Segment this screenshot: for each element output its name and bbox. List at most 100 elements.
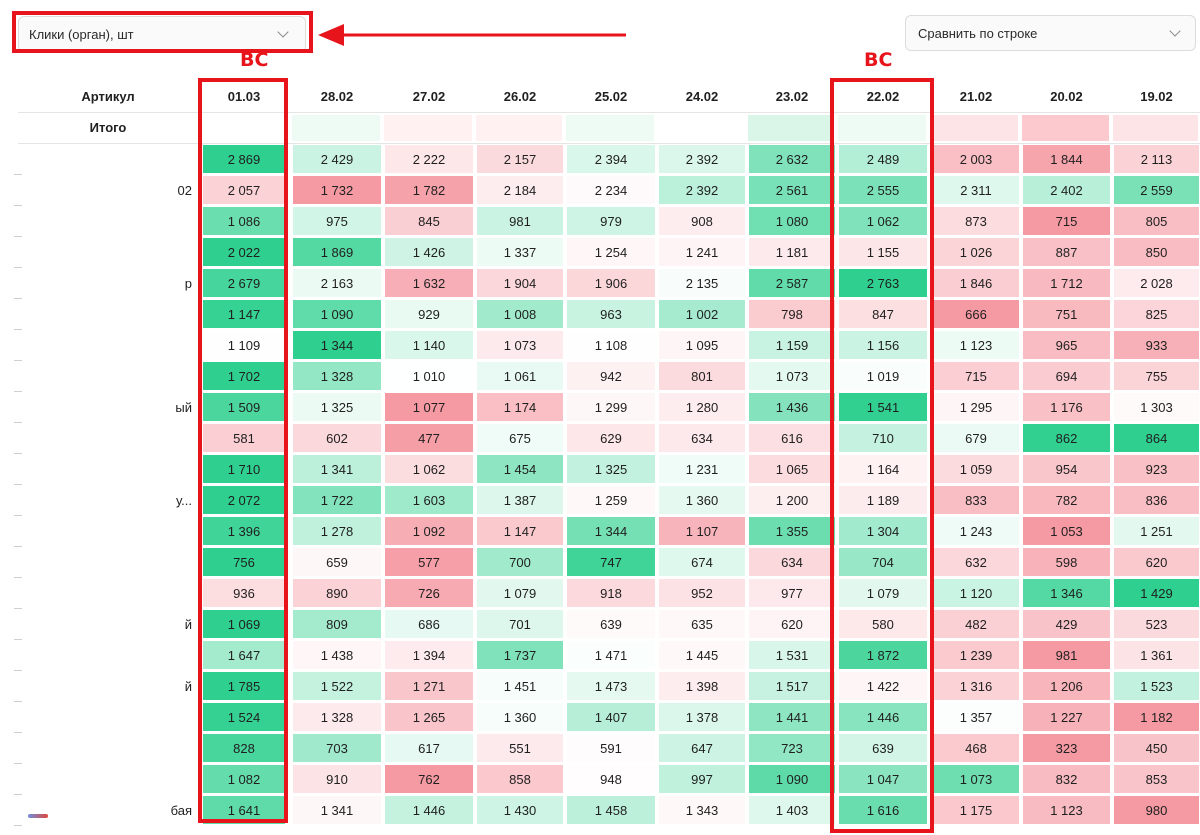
table-cell[interactable]: 1 155 <box>838 237 928 267</box>
table-cell[interactable]: 1 073 <box>476 330 564 360</box>
table-cell[interactable]: 1 517 <box>748 671 836 701</box>
table-cell[interactable]: 703 <box>292 733 382 763</box>
table-cell[interactable]: 523 <box>1113 609 1200 639</box>
table-cell[interactable]: 602 <box>292 423 382 453</box>
table-cell[interactable]: 429 <box>1022 609 1111 639</box>
table-cell[interactable]: 762 <box>384 764 474 794</box>
table-cell[interactable]: 1 156 <box>838 330 928 360</box>
table-cell[interactable]: 1 159 <box>748 330 836 360</box>
row-article-label[interactable]: ый <box>175 400 192 415</box>
table-cell[interactable]: 954 <box>1022 454 1111 484</box>
table-cell[interactable]: 2 429 <box>292 144 382 174</box>
table-cell[interactable]: 1 378 <box>658 702 746 732</box>
table-cell[interactable]: 1 080 <box>748 206 836 236</box>
table-cell[interactable]: 1 451 <box>476 671 564 701</box>
table-cell[interactable]: 1 077 <box>384 392 474 422</box>
table-cell[interactable]: 1 243 <box>932 516 1020 546</box>
table-cell[interactable]: 1 295 <box>932 392 1020 422</box>
row-article-label[interactable] <box>0 640 196 671</box>
row-article-label[interactable] <box>0 237 196 268</box>
date-column-header[interactable]: 28.02 <box>320 89 354 104</box>
table-cell[interactable]: 997 <box>658 764 746 794</box>
row-article-label[interactable] <box>0 423 196 454</box>
table-cell[interactable]: 1 722 <box>292 485 382 515</box>
table-cell[interactable]: 2 028 <box>1113 268 1200 298</box>
table-cell[interactable]: 635 <box>658 609 746 639</box>
table-cell[interactable]: 1 254 <box>566 237 656 267</box>
row-article-label[interactable] <box>0 299 196 330</box>
table-cell[interactable]: 629 <box>566 423 656 453</box>
table-cell[interactable]: 694 <box>1022 361 1111 391</box>
table-cell[interactable]: 1 189 <box>838 485 928 515</box>
date-column-header[interactable]: 24.02 <box>685 89 719 104</box>
table-cell[interactable]: 873 <box>932 206 1020 236</box>
table-cell[interactable]: 620 <box>748 609 836 639</box>
table-cell[interactable]: 1 174 <box>476 392 564 422</box>
date-column-header[interactable]: 23.02 <box>775 89 809 104</box>
table-cell[interactable]: 1 429 <box>1113 578 1200 608</box>
table-cell[interactable]: 639 <box>566 609 656 639</box>
table-cell[interactable]: 2 311 <box>932 175 1020 205</box>
table-cell[interactable]: 1 360 <box>476 702 564 732</box>
table-cell[interactable]: 1 441 <box>748 702 836 732</box>
table-cell[interactable]: 2 072 <box>202 485 286 515</box>
row-article-label[interactable]: р <box>184 276 192 291</box>
table-cell[interactable]: 679 <box>932 423 1020 453</box>
table-cell[interactable]: 952 <box>658 578 746 608</box>
table-cell[interactable]: 1 123 <box>932 330 1020 360</box>
table-cell[interactable]: 581 <box>202 423 286 453</box>
table-cell[interactable]: 923 <box>1113 454 1200 484</box>
table-cell[interactable]: 1 846 <box>932 268 1020 298</box>
table-cell[interactable]: 858 <box>476 764 564 794</box>
table-cell[interactable]: 2 489 <box>838 144 928 174</box>
table-cell[interactable]: 2 057 <box>202 175 286 205</box>
table-cell[interactable]: 1 445 <box>658 640 746 670</box>
table-cell[interactable]: 805 <box>1113 206 1200 236</box>
table-cell[interactable]: 1 109 <box>202 330 286 360</box>
table-cell[interactable]: 2 392 <box>658 175 746 205</box>
table-cell[interactable]: 598 <box>1022 547 1111 577</box>
table-cell[interactable]: 1 120 <box>932 578 1020 608</box>
table-cell[interactable]: 1 647 <box>202 640 286 670</box>
table-cell[interactable]: 639 <box>838 733 928 763</box>
table-cell[interactable]: 1 430 <box>476 795 564 825</box>
table-cell[interactable]: 2 184 <box>476 175 564 205</box>
table-cell[interactable]: 1 438 <box>292 640 382 670</box>
table-cell[interactable]: 482 <box>932 609 1020 639</box>
table-cell[interactable]: 979 <box>566 206 656 236</box>
table-cell[interactable]: 782 <box>1022 485 1111 515</box>
table-cell[interactable]: 1 026 <box>932 237 1020 267</box>
table-cell[interactable]: 1 387 <box>476 485 564 515</box>
table-cell[interactable]: 1 346 <box>1022 578 1111 608</box>
table-cell[interactable]: 1 616 <box>838 795 928 825</box>
table-cell[interactable]: 963 <box>566 299 656 329</box>
table-cell[interactable]: 450 <box>1113 733 1200 763</box>
table-cell[interactable]: 809 <box>292 609 382 639</box>
table-cell[interactable]: 887 <box>1022 237 1111 267</box>
row-article-label[interactable]: й <box>184 679 192 694</box>
table-cell[interactable]: 1 090 <box>748 764 836 794</box>
table-cell[interactable]: 1 641 <box>202 795 286 825</box>
table-cell[interactable]: 1 426 <box>384 237 474 267</box>
table-cell[interactable]: 1 251 <box>1113 516 1200 546</box>
table-cell[interactable]: 1 458 <box>566 795 656 825</box>
table-cell[interactable]: 1 473 <box>566 671 656 701</box>
table-cell[interactable]: 948 <box>566 764 656 794</box>
table-cell[interactable]: 477 <box>384 423 474 453</box>
table-cell[interactable]: 1 271 <box>384 671 474 701</box>
table-cell[interactable]: 1 782 <box>384 175 474 205</box>
table-cell[interactable]: 1 206 <box>1022 671 1111 701</box>
table-cell[interactable]: 723 <box>748 733 836 763</box>
table-cell[interactable]: 1 304 <box>838 516 928 546</box>
table-cell[interactable]: 910 <box>292 764 382 794</box>
table-cell[interactable]: 620 <box>1113 547 1200 577</box>
table-cell[interactable]: 825 <box>1113 299 1200 329</box>
table-cell[interactable]: 659 <box>292 547 382 577</box>
table-cell[interactable]: 2 003 <box>932 144 1020 174</box>
table-cell[interactable]: 1 147 <box>476 516 564 546</box>
table-cell[interactable]: 1 785 <box>202 671 286 701</box>
table-cell[interactable]: 845 <box>384 206 474 236</box>
table-cell[interactable]: 2 163 <box>292 268 382 298</box>
table-cell[interactable]: 965 <box>1022 330 1111 360</box>
metric-select[interactable]: Клики (орган), шт <box>18 16 306 52</box>
